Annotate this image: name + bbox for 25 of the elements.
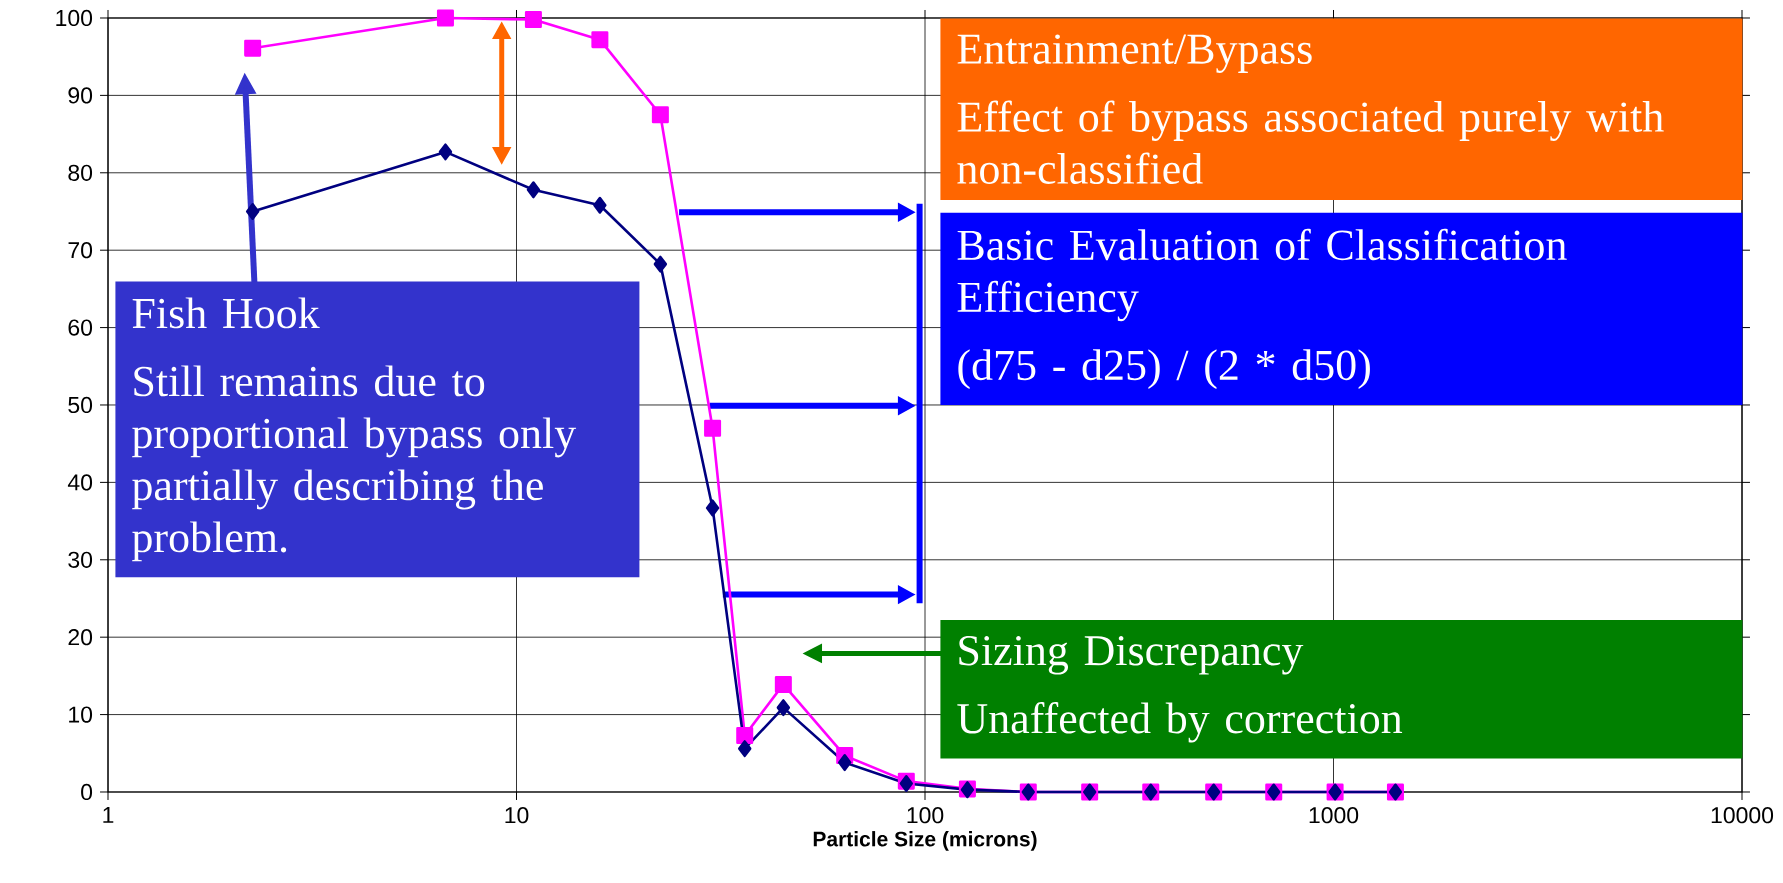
y-tick-label: 100 — [56, 9, 93, 27]
x-tick-label: 10 — [505, 807, 529, 824]
annotation: Still remains due to proportional bypass only partially describing the problem. — [132, 365, 577, 562]
x-axis-title: Particle Size (microns) — [813, 831, 1037, 851]
annotation: Entrainment/Bypass — [957, 34, 1312, 74]
y-tick-label: 30 — [68, 551, 93, 568]
y-tick-label: 20 — [68, 629, 93, 646]
y-tick-label: 90 — [68, 87, 93, 104]
x-tick-label: 100 — [907, 807, 944, 824]
annotation: Effect of bypass associated purely with non-classified — [957, 100, 1664, 184]
x-tick-label: 1 — [103, 807, 114, 823]
y-tick-label: 0 — [81, 783, 93, 801]
x-tick-label: 10000 — [1711, 807, 1774, 824]
y-tick-label: 40 — [67, 474, 93, 491]
y-tick-label: 80 — [68, 164, 93, 181]
x-tick-label: 1000 — [1309, 807, 1359, 824]
y-tick-label: 60 — [68, 319, 93, 336]
y-tick-label: 50 — [68, 396, 93, 414]
annotation: (d75 - d25) / (2 * d50) — [958, 349, 1370, 390]
y-tick-label: 70 — [68, 242, 93, 259]
annotation: Basic Evaluation of Classification Efficiency — [957, 228, 1567, 322]
annotation: Sizing Discrepancy — [959, 635, 1304, 675]
annotation: Unaffected by correction — [957, 702, 1403, 743]
y-tick-label: 10 — [69, 706, 93, 723]
annotation: Fish Hook — [132, 297, 320, 329]
